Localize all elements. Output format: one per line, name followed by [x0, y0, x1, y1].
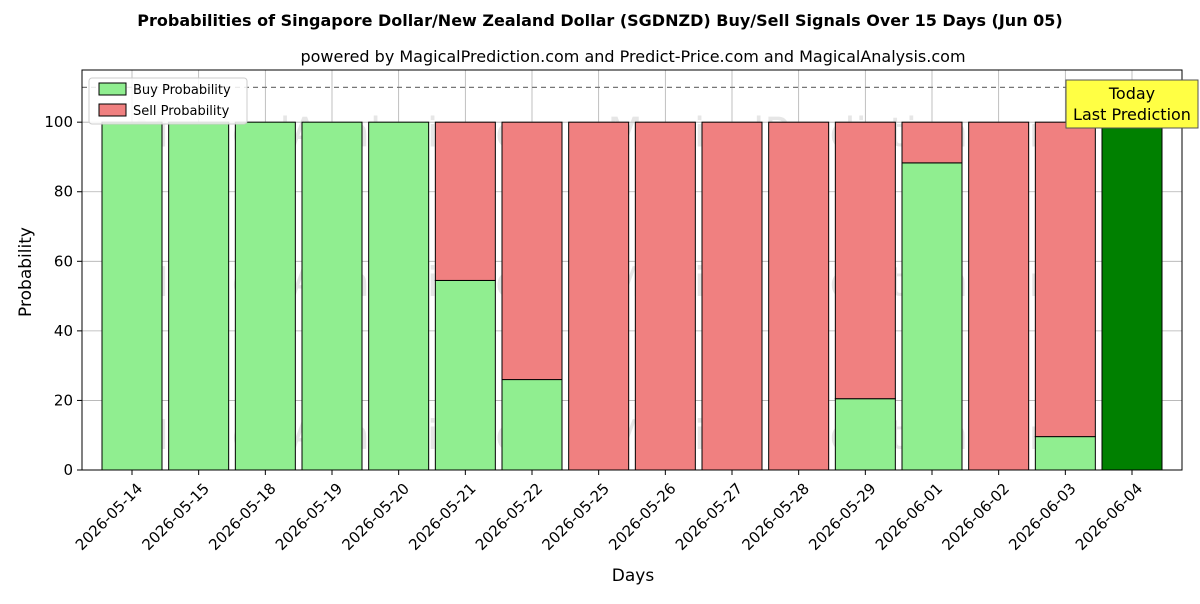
x-tick-label: 2026-05-22 [472, 480, 546, 554]
sell-bar [968, 121, 1030, 471]
plot-frame [81, 69, 1183, 471]
x-tick-label: 2026-05-19 [272, 480, 346, 554]
sell-bar [568, 121, 630, 471]
y-tick-label: 0 [63, 461, 73, 479]
y-tick-label: 80 [54, 183, 73, 201]
legend-label: Buy Probability [133, 83, 231, 98]
buy-bar [834, 398, 896, 471]
buy-bar [1101, 121, 1163, 471]
sell-bar [1034, 121, 1096, 438]
bars [101, 121, 1163, 471]
x-tick-label: 2026-05-20 [339, 480, 413, 554]
buy-bar [901, 162, 963, 471]
buy-bar [1034, 436, 1096, 471]
legend-swatch [98, 82, 127, 96]
legend: Buy Probability Sell Probability [88, 77, 248, 125]
sell-bar [834, 121, 896, 400]
sell-bar [701, 121, 763, 471]
x-axis-label: Days [612, 566, 655, 586]
legend-box [88, 77, 248, 125]
x-tick-label: 2026-05-27 [672, 480, 746, 554]
x-tick-label: 2026-05-21 [405, 480, 479, 554]
x-tick-label: 2026-05-25 [539, 480, 613, 554]
y-tick-label: 100 [44, 113, 73, 131]
buy-bar [501, 379, 563, 471]
x-tick-label: 2026-06-02 [939, 480, 1013, 554]
today-label: Today [1108, 84, 1155, 103]
today-label: Last Prediction [1073, 105, 1191, 124]
today-box [1065, 79, 1199, 129]
legend-swatch [98, 103, 127, 117]
y-axis-label: Probability [16, 227, 36, 317]
buy-bar [101, 121, 163, 471]
y-tick-label: 60 [54, 252, 73, 270]
x-tick-label: 2026-05-15 [139, 480, 213, 554]
sell-bar [768, 121, 830, 471]
chart-subtitle: powered by MagicalPrediction.com and Pre… [300, 47, 965, 66]
sell-bar [501, 121, 563, 381]
x-tick-label: 2026-06-01 [872, 480, 946, 554]
x-tick-label: 2026-05-28 [739, 480, 813, 554]
buy-bar [434, 279, 496, 471]
x-tick-label: 2026-05-29 [805, 480, 879, 554]
buy-bar [234, 121, 296, 471]
x-tick-label: 2026-05-26 [605, 480, 679, 554]
sell-bar [634, 121, 696, 471]
x-tick-label: 2026-06-04 [1072, 480, 1146, 554]
buy-bar [301, 121, 363, 471]
x-tick-label: 2026-05-14 [72, 480, 146, 554]
legend-label: Sell Probability [133, 104, 230, 119]
today-annotation: Today Last Prediction [1065, 79, 1199, 129]
sell-bar [901, 121, 963, 164]
x-tick-label: 2026-05-18 [205, 480, 279, 554]
y-tick-label: 40 [54, 322, 73, 340]
chart-title: Probabilities of Singapore Dollar/New Ze… [137, 11, 1062, 30]
buy-bar [368, 121, 430, 471]
buy-bar [168, 121, 230, 471]
y-tick-label: 20 [54, 391, 73, 409]
sell-bar [434, 121, 496, 281]
x-tick-label: 2026-06-03 [1005, 480, 1079, 554]
